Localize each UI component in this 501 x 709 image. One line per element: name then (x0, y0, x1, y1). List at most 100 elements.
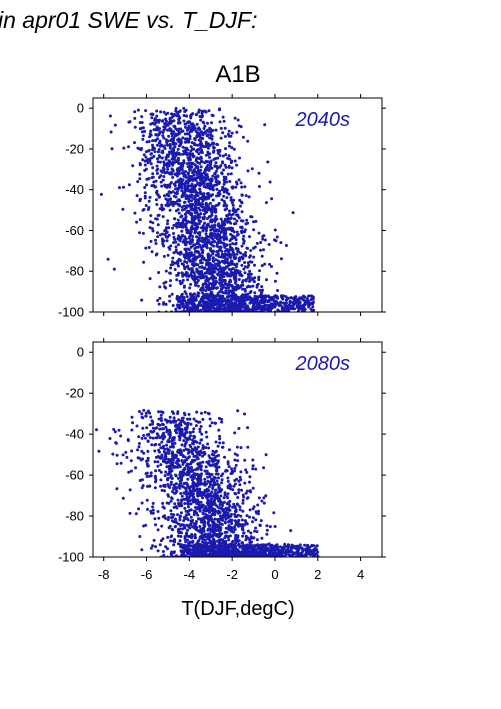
scatter-point (196, 479, 200, 483)
scatter-point (253, 529, 257, 533)
scatter-point (206, 479, 210, 483)
scatter-point (216, 472, 220, 476)
scatter-point (201, 444, 205, 448)
scatter-point (267, 300, 271, 303)
scatter-point (208, 475, 212, 479)
scatter-point (231, 242, 235, 246)
scatter-point (195, 447, 199, 451)
scatter-point (181, 129, 185, 133)
scatter-point (232, 256, 236, 260)
scatter-point (196, 284, 200, 288)
scatter-point (223, 245, 227, 249)
scatter-point (176, 450, 180, 454)
scatter-point (233, 479, 237, 482)
scatter-point (185, 490, 189, 494)
scatter-point (114, 441, 118, 445)
scatter-point (217, 499, 221, 503)
scatter-point (216, 149, 220, 152)
scatter-point (188, 541, 192, 544)
scatter-point (144, 150, 148, 154)
scatter-point (243, 230, 247, 234)
scatter-point (208, 494, 212, 498)
scatter-point (156, 157, 159, 161)
scatter-point (204, 140, 208, 144)
scatter-point (205, 226, 209, 230)
scatter-point (151, 508, 155, 512)
scatter-point (167, 515, 171, 519)
scatter-point (199, 468, 203, 472)
scatter-point (233, 235, 237, 239)
scatter-point (181, 224, 185, 228)
scatter-point (145, 459, 149, 463)
scatter-point (183, 137, 187, 141)
scatter-point (209, 267, 213, 271)
scatter-point (170, 512, 173, 516)
scatter-point (234, 265, 238, 269)
scatter-point (184, 237, 188, 241)
scatter-point (231, 539, 235, 543)
scatter-point (195, 456, 199, 459)
scatter-point (184, 540, 188, 544)
scatter-point (178, 121, 182, 125)
scatter-point (174, 107, 178, 110)
scatter-point (155, 143, 159, 147)
scatter-point (196, 294, 200, 298)
scatter-point (177, 144, 181, 148)
scatter-point (115, 462, 119, 466)
scatter-point (203, 410, 207, 414)
scatter-point (144, 411, 148, 415)
scatter-point (176, 199, 180, 203)
scatter-point (241, 509, 245, 513)
scatter-point (147, 140, 151, 143)
scatter-point (211, 542, 215, 546)
scatter-point (172, 223, 176, 227)
scatter-point (248, 269, 252, 273)
scatter-point (193, 142, 197, 146)
scatter-point (263, 238, 267, 242)
scatter-point (199, 480, 203, 484)
scatter-point (186, 456, 190, 460)
scatter-point (203, 522, 207, 526)
scatter-point (177, 529, 181, 533)
scatter-point (188, 162, 192, 166)
scatter-point (165, 239, 169, 243)
scatter-point (199, 159, 203, 163)
scatter-point (249, 249, 253, 252)
scatter-point (177, 271, 181, 275)
scatter-point (141, 137, 145, 141)
scatter-point (138, 172, 142, 176)
scatter-point (133, 211, 137, 215)
scatter-point (207, 412, 211, 416)
scatter-point (216, 482, 220, 486)
scatter-point (126, 438, 130, 441)
scatter-point (252, 536, 256, 540)
scatter-point (199, 130, 203, 134)
scatter-point (224, 165, 228, 169)
scatter-point (235, 262, 239, 266)
scatter-point (211, 257, 215, 261)
scatter-point (183, 110, 187, 113)
scatter-point (192, 296, 196, 300)
scatter-point (211, 449, 215, 453)
scatter-point (205, 267, 209, 271)
scatter-point (138, 479, 142, 482)
scatter-point (187, 258, 191, 262)
scatter-point (221, 154, 225, 158)
scatter-point (190, 253, 194, 257)
scatter-point (191, 438, 194, 442)
scatter-point (185, 230, 189, 234)
scatter-point (304, 299, 308, 303)
scatter-point (172, 438, 176, 442)
scatter-point (160, 524, 164, 528)
scatter-point (223, 455, 226, 459)
scatter-point (171, 528, 175, 532)
scatter-point (137, 435, 141, 439)
scatter-point (252, 220, 256, 224)
scatter-point (166, 167, 170, 171)
scatter-point (253, 294, 257, 298)
scatter-point (198, 508, 202, 512)
scatter-point (173, 191, 177, 195)
scatter-point (228, 243, 232, 247)
scatter-point (236, 295, 240, 299)
scatter-point (142, 408, 146, 412)
